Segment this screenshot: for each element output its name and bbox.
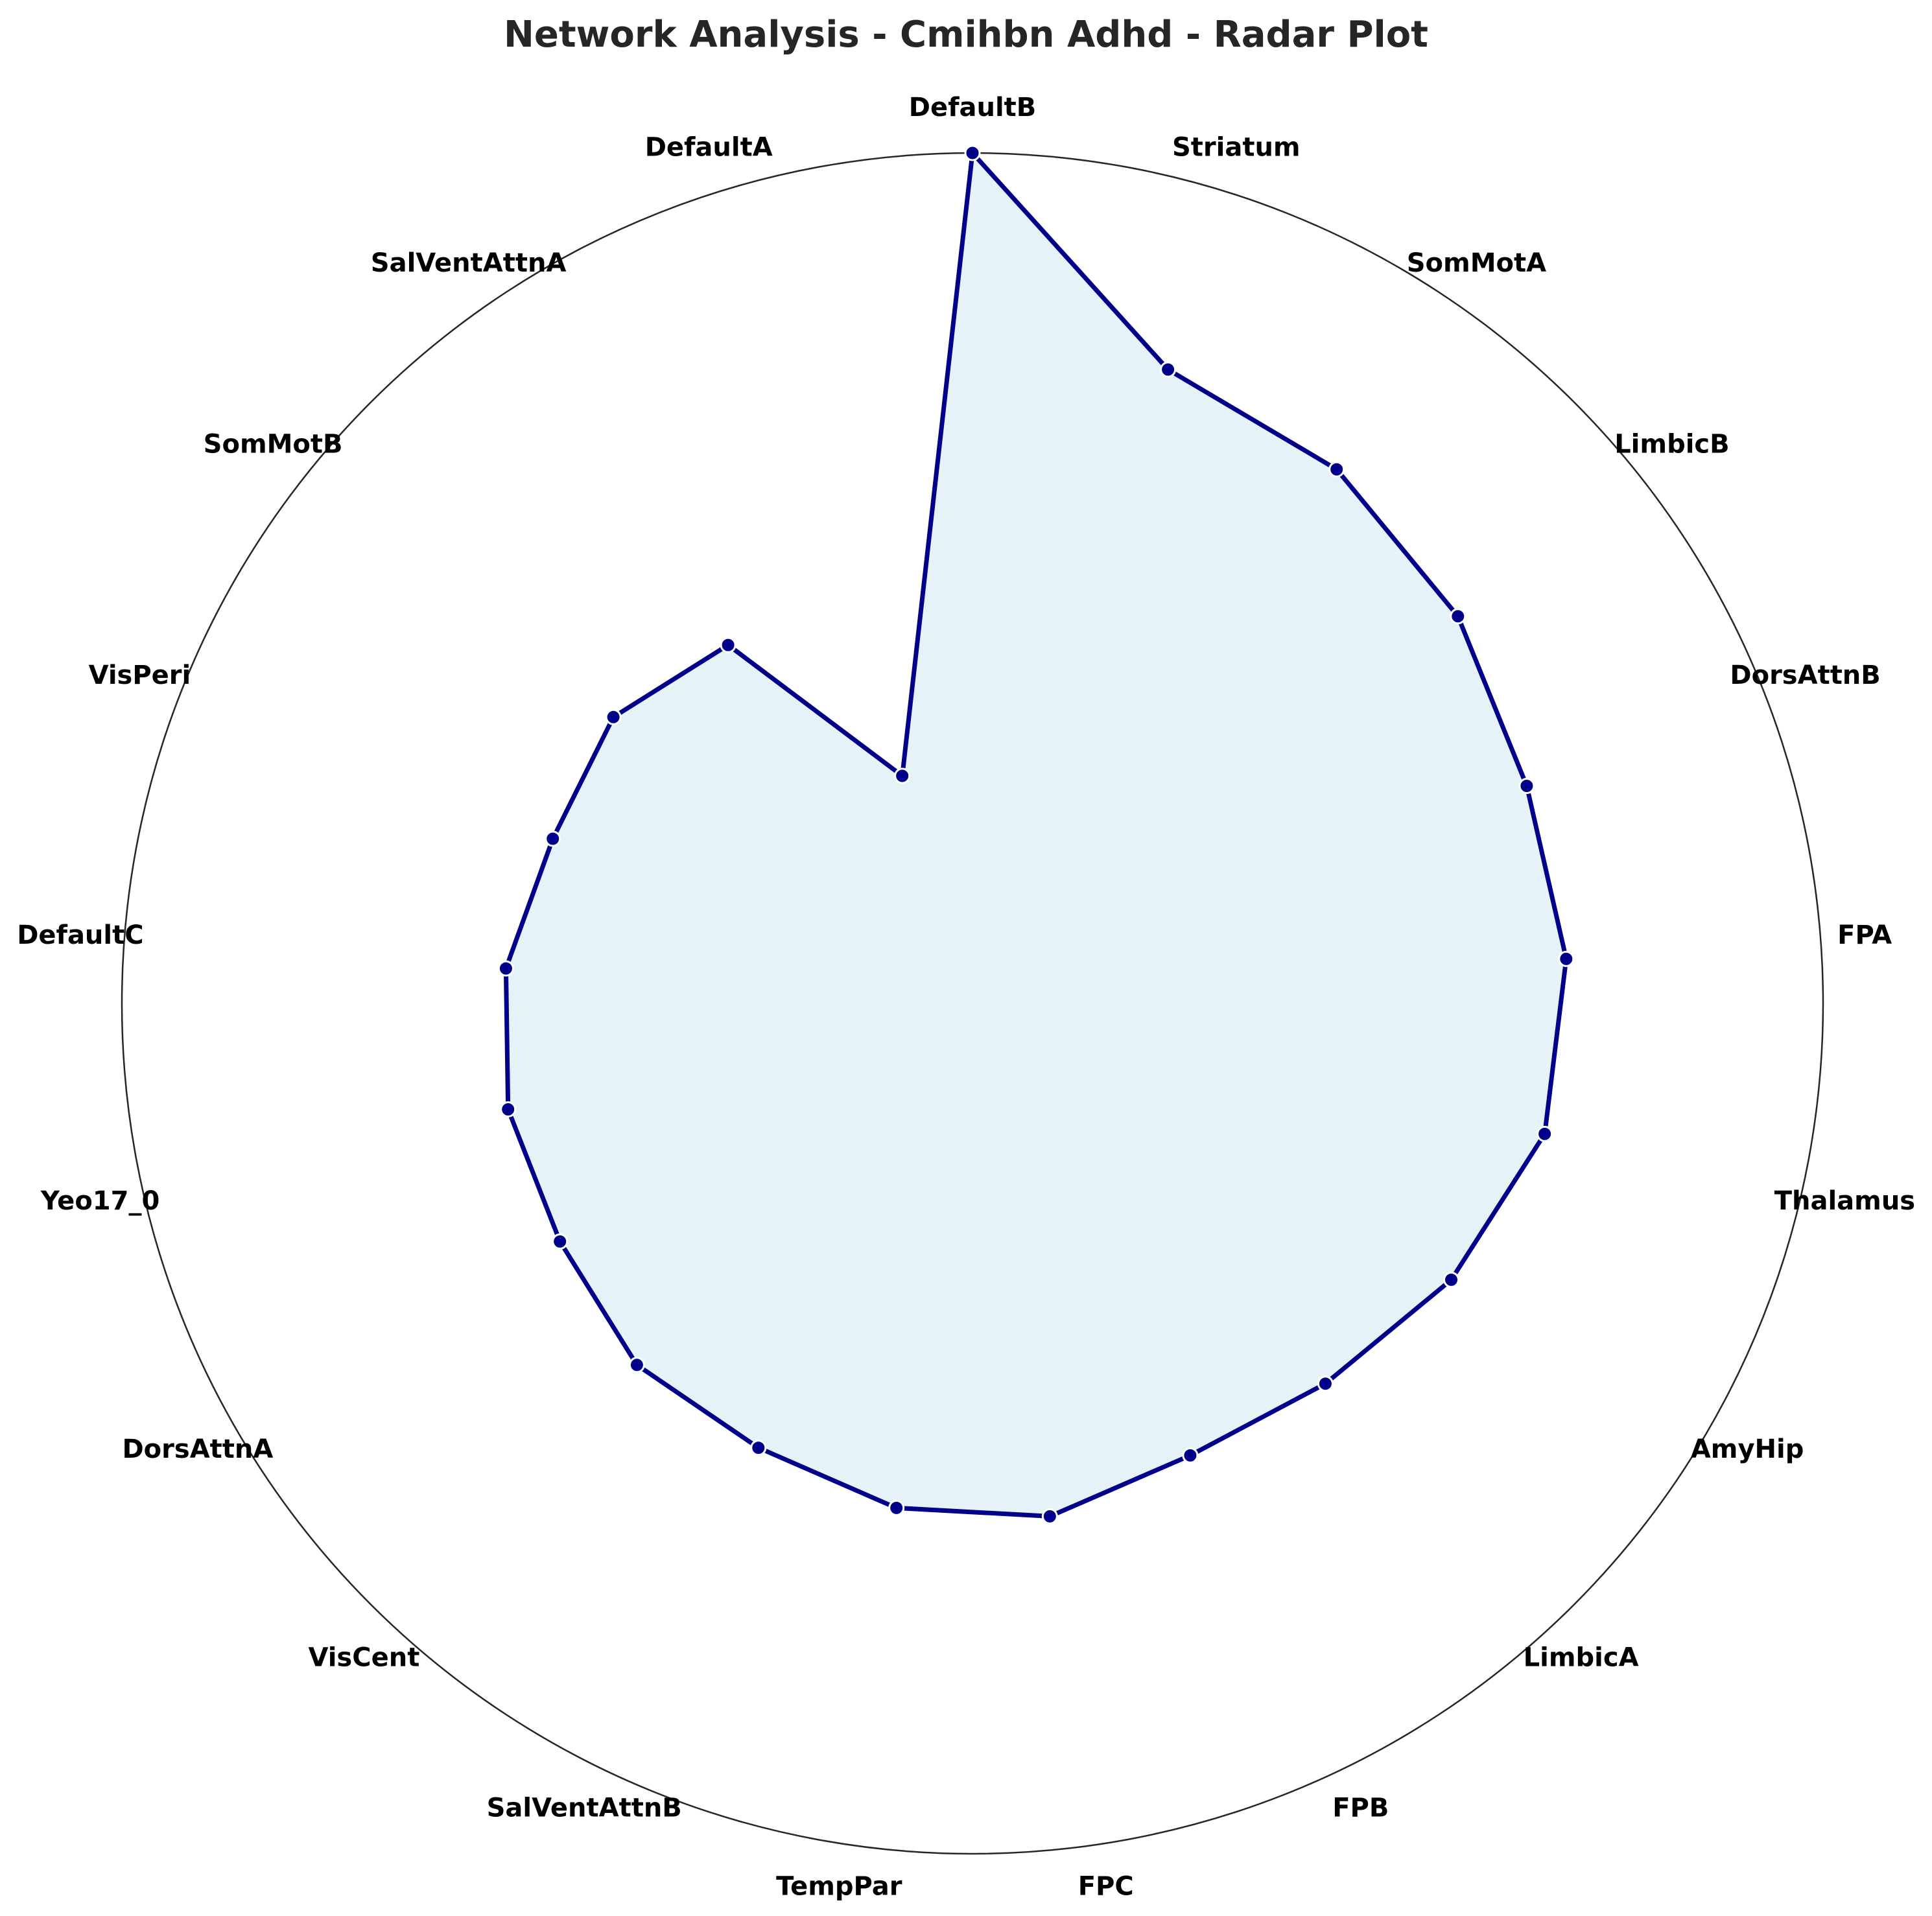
category-label-amyhip: AmyHip: [1691, 1434, 1804, 1464]
data-point-defaultc: [497, 960, 514, 977]
category-label-sommotb: SomMotB: [204, 430, 343, 460]
chart-title: Network Analysis - Cmihbn Adhd - Radar P…: [504, 14, 1428, 56]
data-point-viscent: [628, 1357, 645, 1373]
category-label-fpb: FPB: [1332, 1793, 1389, 1823]
data-point-yeo17-0: [500, 1101, 517, 1117]
category-labels: DefaultB Striatum SomMotA LimbicB DorsAttnB F…: [17, 93, 1915, 1902]
data-point-salventattnb: [750, 1440, 767, 1456]
data-point-sommotb: [605, 708, 622, 725]
category-label-dorsattnb: DorsAttnB: [1730, 660, 1880, 690]
data-point-limbica: [1317, 1375, 1334, 1392]
series-area: [506, 153, 1566, 1517]
category-label-visperi: VisPeri: [89, 660, 191, 690]
category-label-yeo17-0: Yeo17_0: [40, 1186, 159, 1216]
series-layer: [497, 145, 1575, 1525]
data-point-thalamus: [1537, 1125, 1553, 1142]
category-label-defaultc: DefaultC: [17, 920, 143, 950]
category-label-viscent: VisCent: [308, 1643, 419, 1673]
category-label-striatum: Striatum: [1172, 132, 1301, 162]
data-point-temppar: [888, 1499, 905, 1516]
data-point-sommota: [1328, 461, 1345, 478]
data-point-salventattna: [720, 637, 736, 653]
data-point-defaulta: [894, 767, 911, 784]
category-label-limbica: LimbicA: [1524, 1643, 1639, 1673]
category-label-sommota: SomMotA: [1407, 248, 1546, 278]
category-label-fpc: FPC: [1078, 1872, 1134, 1902]
category-label-thalamus: Thalamus: [1774, 1186, 1915, 1216]
category-label-defaulta: DefaultA: [645, 132, 773, 162]
category-label-limbicb: LimbicB: [1614, 430, 1729, 460]
category-label-fpa: FPA: [1837, 920, 1892, 950]
data-point-limbicb: [1450, 608, 1467, 625]
data-point-striatum: [1160, 361, 1177, 378]
category-label-defaultb: DefaultB: [909, 93, 1037, 123]
series-line: [503, 150, 1569, 1519]
category-label-salventattnb: SalVentAttnB: [487, 1793, 682, 1823]
data-point-visperi: [545, 830, 561, 847]
data-point-fpb: [1182, 1447, 1199, 1464]
category-label-dorsattna: DorsAttnA: [122, 1434, 273, 1464]
category-label-salventattna: SalVentAttnA: [371, 248, 567, 278]
data-point-dorsattna: [552, 1233, 569, 1250]
data-point-defaultb: [964, 145, 981, 161]
data-point-dorsattnb: [1518, 778, 1535, 794]
data-point-fpa: [1558, 950, 1575, 967]
category-label-temppar: TempPar: [776, 1872, 902, 1902]
data-point-amyhip: [1443, 1271, 1459, 1288]
data-point-fpc: [1041, 1508, 1058, 1525]
